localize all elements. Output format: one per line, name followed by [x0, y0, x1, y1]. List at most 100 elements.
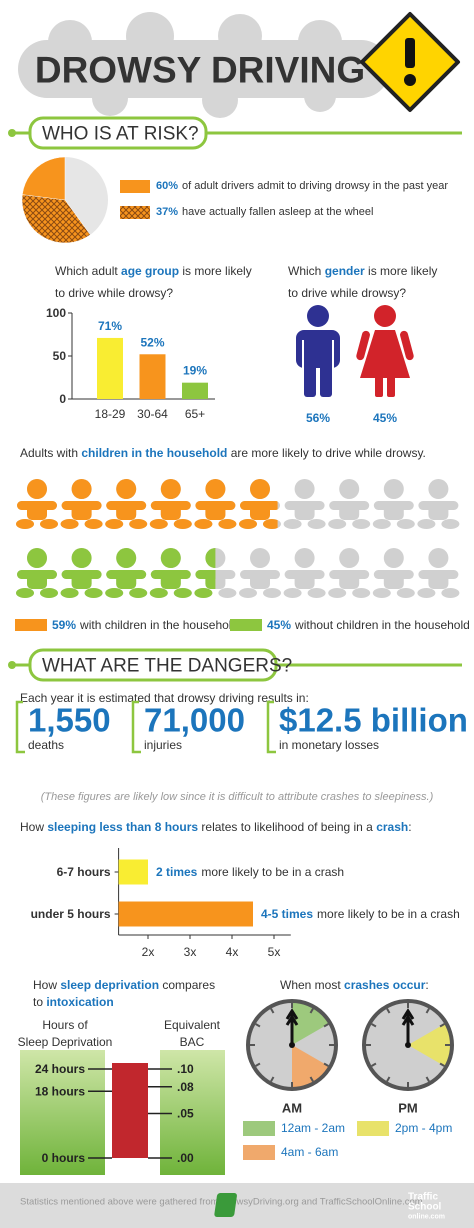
x-tick-label: 5x — [268, 945, 281, 959]
x-tick-label: 4x — [226, 945, 239, 959]
torso — [71, 570, 92, 589]
leg — [372, 519, 391, 529]
legend-label: with children in the household — [79, 618, 238, 632]
value-label: 19% — [183, 364, 207, 378]
title: DROWSY DRIVING — [35, 50, 365, 91]
child-icon — [60, 548, 103, 598]
child-icon — [60, 479, 103, 529]
leg — [283, 588, 302, 598]
y2-tick-label: .05 — [177, 1107, 194, 1121]
clock-tick — [371, 1023, 377, 1028]
head — [27, 479, 47, 499]
text-span: to — [33, 995, 46, 1009]
male-icon — [296, 305, 340, 397]
torso — [27, 501, 47, 520]
rich-text: How sleeping less than 8 hours relates t… — [20, 820, 412, 834]
leg — [239, 588, 257, 598]
child-icon — [149, 548, 192, 598]
clock-tick — [309, 1076, 314, 1082]
legend-swatch — [357, 1121, 389, 1136]
head — [27, 548, 47, 568]
bar — [97, 337, 123, 399]
leg — [194, 519, 213, 529]
leg — [304, 355, 316, 397]
clock-tick — [371, 1062, 377, 1067]
y2-tick-label: .10 — [177, 1062, 194, 1076]
clock-tick — [323, 1062, 329, 1067]
leg — [16, 519, 34, 529]
leg — [149, 519, 168, 529]
rich-text: to drive while drowsy? — [55, 286, 173, 300]
clock-hand — [285, 1008, 299, 1045]
leg — [396, 588, 415, 598]
head — [250, 548, 270, 568]
leg — [417, 519, 436, 529]
bar — [118, 901, 253, 927]
leg — [173, 588, 192, 598]
legend-label: 12am - 2am — [281, 1121, 345, 1135]
child-icon — [105, 479, 148, 529]
leg — [263, 519, 278, 529]
y-tick-label: 0 hours — [42, 1151, 86, 1165]
legend-label: 4am - 6am — [281, 1145, 338, 1159]
head — [383, 548, 404, 568]
leg — [417, 588, 436, 598]
text-span: Adults with — [20, 446, 81, 460]
stat-value: 71,000 — [144, 702, 245, 739]
head — [116, 479, 137, 499]
rich-text: to drive while drowsy? — [288, 286, 406, 300]
child-icon — [194, 479, 237, 529]
child-icon-empty — [328, 548, 371, 598]
emphasis: crashes occur — [344, 978, 426, 992]
text-span: How — [33, 978, 60, 992]
y-tick-label: 24 hours — [35, 1062, 85, 1076]
stat-value: 1,550 — [28, 702, 111, 739]
rich-text: Which gender is more likely — [288, 264, 437, 278]
heading-box — [28, 116, 208, 150]
torso — [250, 570, 270, 589]
leg — [84, 519, 103, 529]
panel — [20, 1050, 105, 1175]
leg — [441, 588, 460, 598]
emphasis: crash — [376, 820, 408, 834]
leg — [283, 519, 302, 529]
emphasis: sleeping less than 8 hours — [47, 820, 198, 834]
warning-sign — [360, 12, 460, 112]
leg — [218, 588, 237, 598]
note: (These figures are likely low since it i… — [41, 791, 434, 803]
clock-tick — [386, 1076, 391, 1082]
y2-axis-title: Equivalent — [164, 1018, 221, 1032]
head — [71, 479, 92, 499]
rich-text: When most crashes occur: — [280, 978, 429, 992]
clock-tick — [425, 1076, 430, 1082]
stat-label: in monetary losses — [279, 738, 379, 752]
text-span: When most — [280, 978, 344, 992]
legend-label: without children in the household — [294, 618, 470, 632]
y2-axis-title: BAC — [180, 1035, 205, 1049]
leg — [387, 376, 395, 397]
text-span: to drive while drowsy? — [288, 286, 406, 300]
leg — [84, 588, 103, 598]
leg — [396, 519, 415, 529]
value-label: 71% — [98, 319, 122, 333]
clock-rim — [246, 999, 338, 1091]
y-tick-label: 0 — [59, 392, 66, 406]
leg — [239, 519, 257, 529]
rich-text: Adults with children in the household ar… — [20, 446, 426, 460]
logo-text: online.com — [408, 1214, 445, 1221]
y2-tick-label: .00 — [177, 1151, 194, 1165]
rich-text: to intoxication — [33, 995, 114, 1009]
torso — [160, 570, 181, 589]
bar — [118, 859, 148, 885]
y-tick-label: 100 — [46, 306, 66, 320]
emphasis: sleep deprivation — [60, 978, 159, 992]
leg — [60, 588, 79, 598]
torso — [428, 501, 449, 520]
clock-pin — [405, 1042, 411, 1048]
text-span: are more likely to drive while drowsy. — [227, 446, 426, 460]
leg — [129, 519, 148, 529]
leg — [328, 519, 347, 529]
clock-tick — [323, 1023, 329, 1028]
emphasis: gender — [325, 264, 365, 278]
clock-tick — [270, 1076, 275, 1082]
